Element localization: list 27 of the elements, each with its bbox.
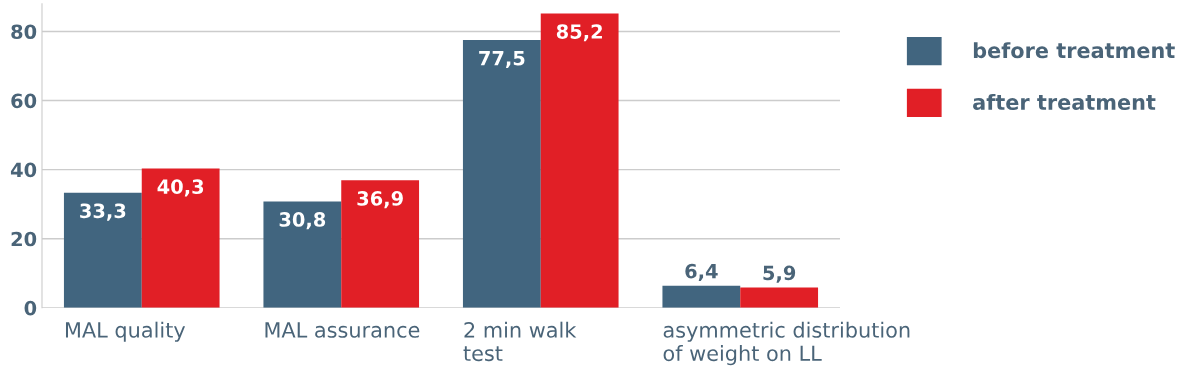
y-tick-label: 0 — [24, 300, 37, 316]
data-label: 85,2 — [556, 24, 602, 42]
x-tick-label: MAL assurance — [265, 322, 420, 338]
bar — [63, 192, 142, 308]
legend-label: after treatment — [973, 93, 1156, 111]
bar — [141, 168, 220, 308]
data-label: 77,5 — [479, 51, 525, 68]
data-label: 5,9 — [763, 265, 796, 283]
bar — [462, 40, 541, 308]
x-tick-label: asymmetric distribution of weight on LL — [663, 321, 910, 366]
data-label: 33,3 — [80, 203, 126, 221]
y-tick-label: 40 — [10, 162, 37, 178]
data-label: 36,9 — [357, 191, 403, 209]
y-tick-label: 60 — [11, 93, 37, 109]
data-label: 40,3 — [157, 179, 204, 197]
data-label: 6,4 — [685, 263, 718, 281]
bar — [341, 180, 420, 308]
legend-label: before treatment — [973, 42, 1175, 59]
data-label: 30,8 — [279, 212, 326, 230]
bar — [540, 13, 619, 308]
bar — [740, 287, 819, 308]
bar — [263, 201, 342, 308]
x-tick-label: MAL quality — [65, 321, 186, 342]
y-tick-label: 80 — [11, 24, 37, 40]
bar — [662, 285, 741, 308]
y-tick-label: 20 — [11, 231, 37, 247]
x-tick-label: 2 min walk test — [463, 321, 577, 362]
